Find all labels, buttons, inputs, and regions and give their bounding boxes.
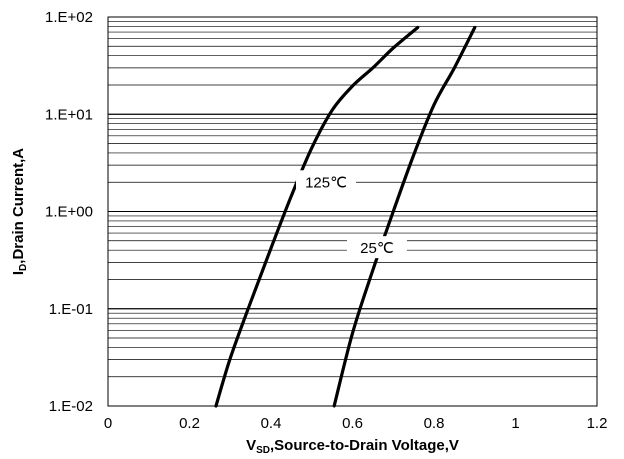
series-label-125c: 125℃ (296, 170, 357, 193)
x-tick-label: 0.4 (261, 415, 282, 432)
series-line-125c (214, 25, 420, 408)
y-tick-label: 1.E+01 (45, 106, 93, 123)
x-axis-title-subscript: SD (256, 445, 270, 456)
x-tick-label: 1.2 (587, 415, 608, 432)
y-tick-label: 1.E+00 (45, 204, 93, 221)
plot-area-border (107, 16, 598, 407)
x-axis-title-rest: ,Source-to-Drain Voltage,V (270, 437, 459, 454)
x-tick-label: 0.2 (179, 415, 200, 432)
series-label-25c: 25℃ (346, 236, 407, 259)
y-tick-label: 1.E-02 (49, 398, 93, 415)
curves (214, 25, 477, 408)
label-background (296, 170, 357, 193)
y-axis-title-main: I (10, 271, 27, 275)
x-tick-label: 1 (511, 415, 519, 432)
x-tick-labels: 0 0.2 0.4 0.6 0.8 1 1.2 (104, 415, 608, 432)
x-tick-label: 0.8 (424, 415, 445, 432)
series-line-25c (332, 25, 477, 408)
label-background (346, 236, 407, 259)
annotations: 125℃ 25℃ (296, 170, 407, 259)
x-axis-title: VSD,Source-to-Drain Voltage,V (246, 437, 459, 456)
annotation-text: 125℃ (305, 174, 347, 191)
x-tick-label: 0.6 (342, 415, 363, 432)
y-axis-title-subscript: D (18, 264, 29, 271)
y-tick-label: 1.E+02 (45, 9, 93, 26)
x-tick-label: 0 (104, 415, 112, 432)
annotation-text: 25℃ (360, 240, 394, 257)
x-axis-title-main: V (246, 437, 256, 454)
grid-lines (108, 16, 597, 407)
y-tick-labels: 1.E-02 1.E-01 1.E+00 1.E+01 1.E+02 (45, 9, 93, 415)
y-tick-label: 1.E-01 (49, 301, 93, 318)
y-axis-title: ID,Drain Current,A (10, 148, 29, 275)
y-axis-title-rest: ,Drain Current,A (10, 148, 27, 264)
